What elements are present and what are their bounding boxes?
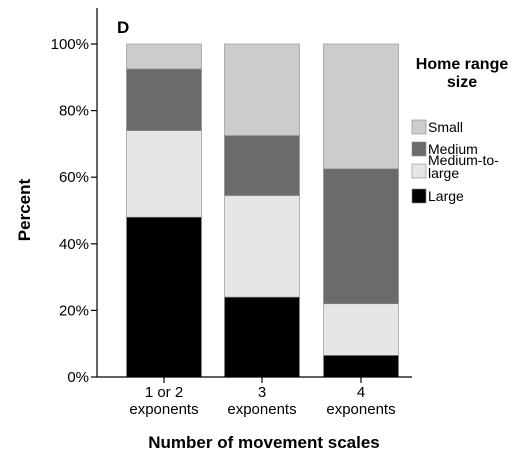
bars-group bbox=[126, 43, 399, 378]
y-tick-label: 40% bbox=[59, 236, 89, 253]
legend: Home range size Small MediumMedium-to-large… bbox=[411, 56, 509, 204]
bar-segment-large-3 bbox=[323, 355, 399, 378]
legend-swatch-small bbox=[411, 119, 427, 135]
x-tick-label: 4 exponents bbox=[326, 384, 395, 418]
legend-swatch-medium bbox=[411, 141, 427, 157]
legend-swatch-large bbox=[411, 188, 427, 204]
bar-segment-medium-3 bbox=[323, 168, 399, 305]
legend-label-small: Small bbox=[428, 119, 463, 135]
x-tick-label: 1 or 2 exponents bbox=[129, 384, 198, 418]
y-tick-label: 100% bbox=[51, 36, 89, 53]
axes-group: 0% 20% 40% 60% 80% 100% 1 or 2 exponents 3 expone… bbox=[51, 8, 412, 418]
bar-segment-large-2 bbox=[224, 296, 300, 378]
panel-label: D bbox=[117, 18, 129, 37]
x-axis-title: Number of movement scales bbox=[148, 433, 379, 452]
bar-segment-medium-to-large-1 bbox=[126, 130, 202, 218]
y-axis-title: Percent bbox=[15, 178, 34, 241]
bar-segment-small-3 bbox=[323, 43, 399, 170]
legend-title: Home range size bbox=[416, 56, 509, 91]
y-tick-label: 60% bbox=[59, 169, 89, 186]
y-tick-label: 20% bbox=[59, 302, 89, 319]
bar-segment-small-2 bbox=[224, 43, 300, 136]
bar-segment-small-1 bbox=[126, 43, 202, 70]
bar-segment-medium-to-large-2 bbox=[224, 195, 300, 298]
legend-label-large: Large bbox=[428, 188, 464, 204]
y-tick-label: 80% bbox=[59, 103, 89, 120]
bar-segment-medium-1 bbox=[126, 68, 202, 131]
y-tick-label: 0% bbox=[67, 369, 89, 386]
bar-segment-medium-to-large-3 bbox=[323, 303, 399, 356]
legend-swatch-medium-to-large bbox=[411, 163, 427, 179]
bar-segment-large-1 bbox=[126, 216, 202, 378]
x-tick-label: 3 exponents bbox=[227, 384, 296, 418]
legend-label-medium-to-large: Medium-to-large bbox=[428, 152, 499, 181]
legend-label-medium: Medium bbox=[428, 141, 478, 157]
bar-segment-medium-2 bbox=[224, 135, 300, 196]
